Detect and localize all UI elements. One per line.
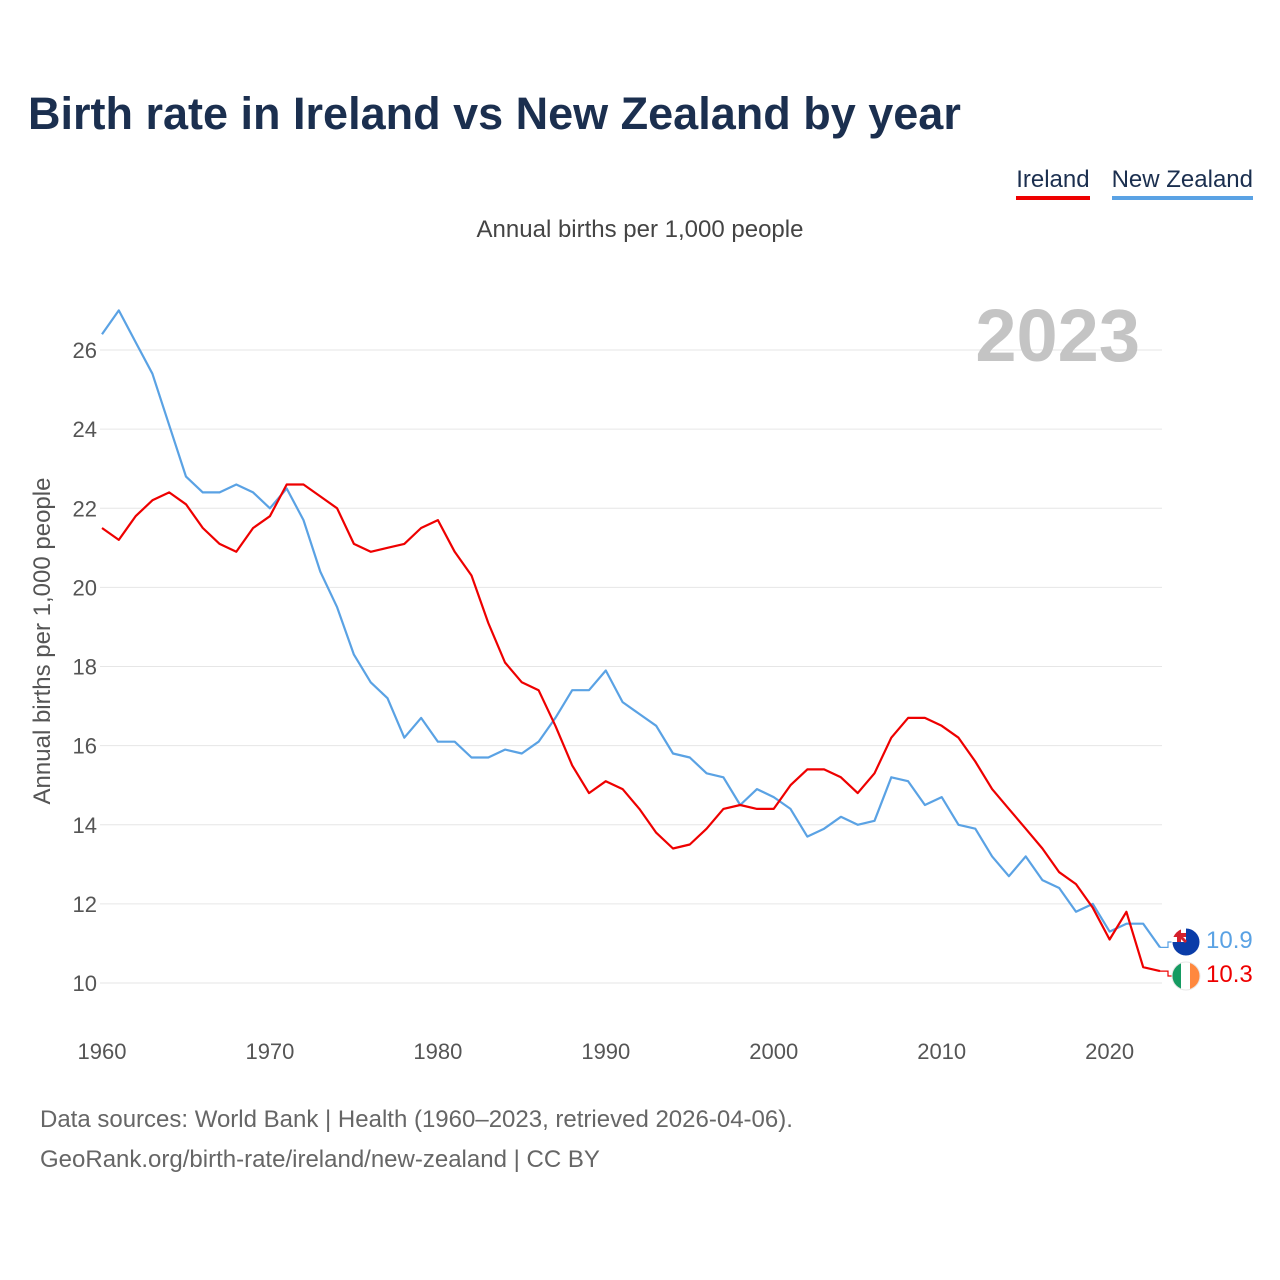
- ireland-flag-icon: [1171, 961, 1201, 991]
- series-line-ireland: [101, 483, 1161, 973]
- y-tick-label: 12: [73, 892, 97, 917]
- y-axis-label: Annual births per 1,000 people: [29, 478, 56, 805]
- end-markers: 10.9 10.3: [1171, 927, 1253, 991]
- end-label-ireland: 10.3: [1206, 961, 1253, 988]
- y-tick-label: 14: [73, 813, 97, 838]
- end-connector: [1160, 941, 1172, 949]
- y-tick-label: 16: [73, 734, 97, 759]
- y-tick-label: 26: [73, 338, 97, 363]
- y-axis-ticks: 10 12 14 16 18 20 22 24 26: [73, 338, 97, 996]
- footer-url: GeoRank.org/birth-rate/ireland/new-zeala…: [40, 1146, 600, 1173]
- x-tick-label: 1960: [78, 1039, 127, 1064]
- current-year-label: 2023: [975, 294, 1140, 377]
- x-tick-label: 2000: [749, 1039, 798, 1064]
- y-tick-label: 10: [73, 971, 97, 996]
- chart-title: Birth rate in Ireland vs New Zealand by …: [28, 88, 961, 139]
- series-line-new-zealand: [101, 309, 1161, 949]
- legend-item-new-zealand[interactable]: New Zealand: [1111, 166, 1253, 200]
- end-label-new-zealand: 10.9: [1206, 927, 1253, 954]
- y-tick-label: 24: [73, 417, 97, 442]
- y-tick-label: 22: [73, 496, 97, 521]
- end-connector: [1160, 970, 1172, 977]
- legend-item-ireland[interactable]: Ireland: [1016, 166, 1090, 200]
- x-tick-label: 2020: [1085, 1039, 1134, 1064]
- x-tick-label: 1970: [245, 1039, 294, 1064]
- new-zealand-flag-icon: [1171, 927, 1201, 957]
- x-tick-label: 2010: [917, 1039, 966, 1064]
- chart-subtitle: Annual births per 1,000 people: [476, 216, 804, 243]
- series-lines: [101, 309, 1172, 977]
- x-tick-label: 1980: [413, 1039, 462, 1064]
- legend: Ireland New Zealand: [1016, 166, 1253, 200]
- footer-source: Data sources: World Bank | Health (1960–…: [40, 1106, 793, 1133]
- x-axis-ticks: 1960 1970 1980 1990 2000 2010 2020: [78, 1039, 1135, 1064]
- x-tick-label: 1990: [581, 1039, 630, 1064]
- gridlines: [100, 349, 1162, 984]
- y-tick-label: 20: [73, 575, 97, 600]
- y-tick-label: 18: [73, 655, 97, 680]
